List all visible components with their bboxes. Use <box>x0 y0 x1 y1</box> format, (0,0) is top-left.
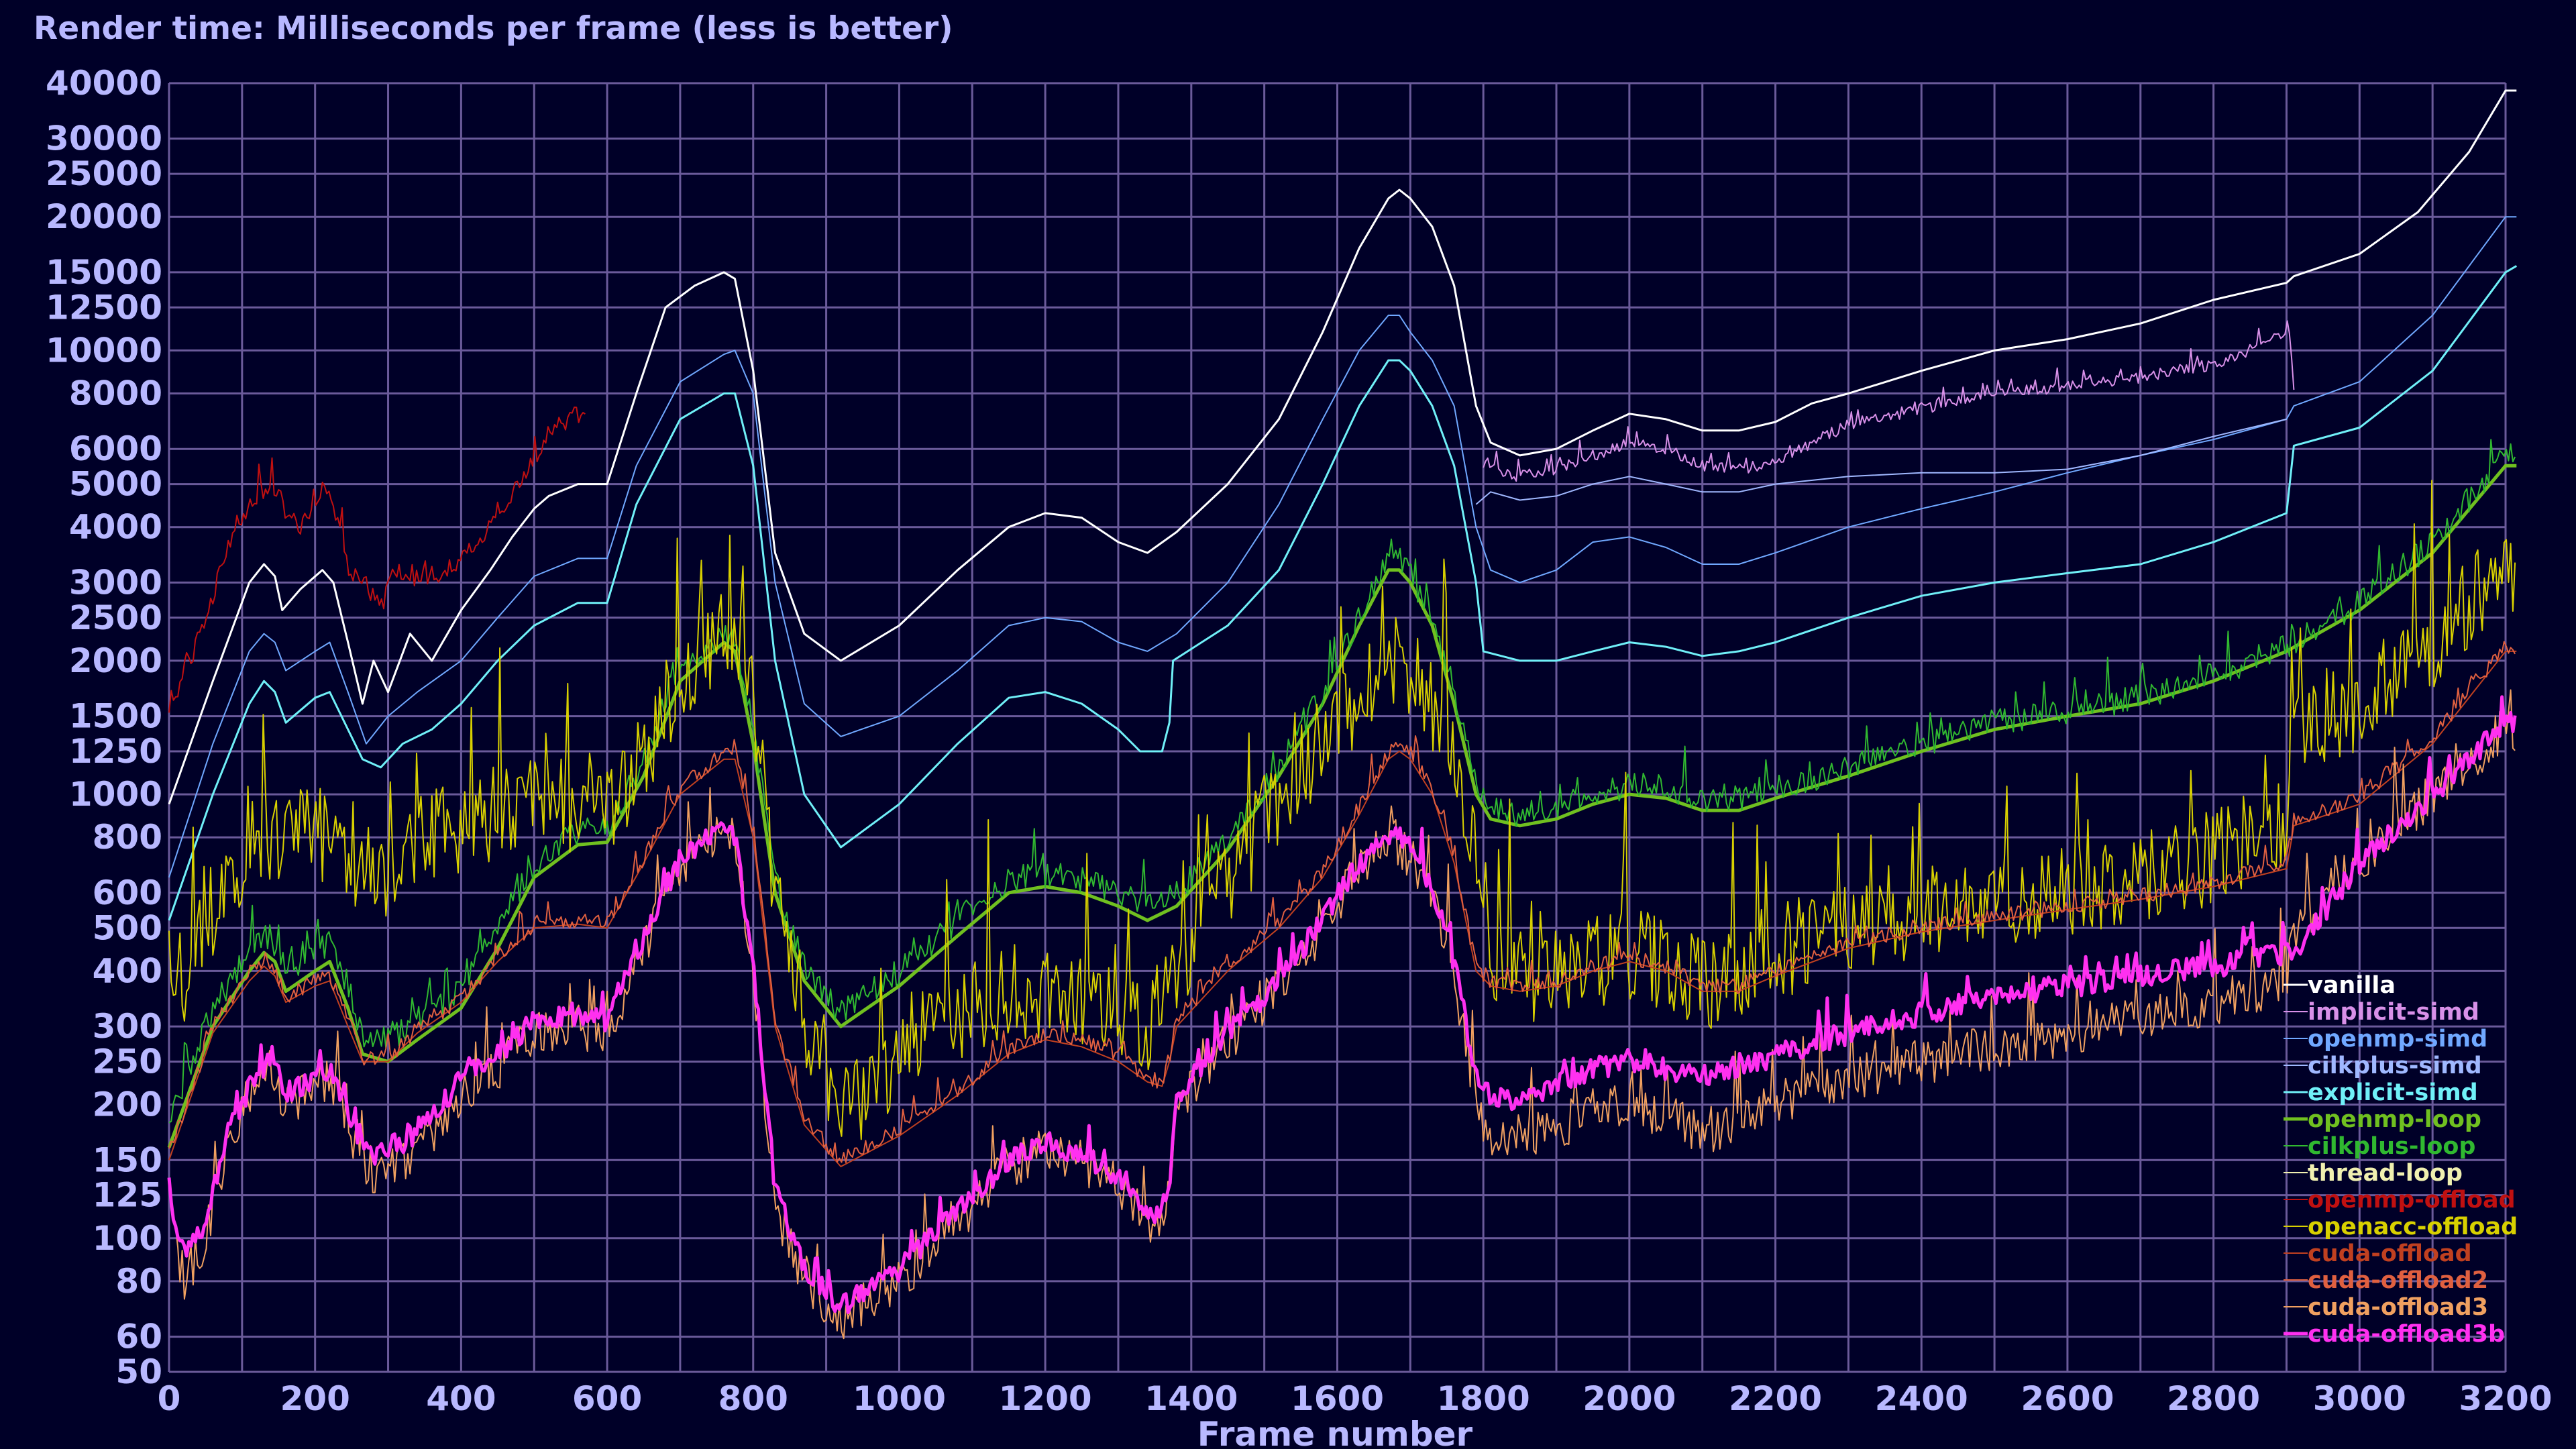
x-tick-label: 2800 <box>2167 1379 2260 1418</box>
y-tick-label: 100 <box>93 1219 162 1258</box>
x-tick-label: 400 <box>426 1379 496 1418</box>
legend-label: cuda-offload3 <box>2308 1294 2488 1321</box>
y-tick-label: 20000 <box>46 197 162 236</box>
y-tick-label: 8000 <box>69 374 162 413</box>
series-line-vanilla <box>168 89 2517 805</box>
legend-label: cilkplus-loop <box>2308 1133 2476 1160</box>
legend-label: cuda-offload3b <box>2308 1321 2505 1348</box>
y-tick-label: 300 <box>93 1007 162 1046</box>
x-tick-label: 200 <box>280 1379 350 1418</box>
series-line-openmp-offload <box>168 407 586 713</box>
y-tick-label: 400 <box>93 951 162 990</box>
y-tick-label: 2000 <box>69 641 162 680</box>
y-tick-label: 1500 <box>69 697 162 736</box>
y-tick-label: 15000 <box>46 253 162 292</box>
y-tick-label: 30000 <box>46 119 162 158</box>
x-tick-label: 2000 <box>1582 1379 1676 1418</box>
legend-label: cilkplus-simd <box>2308 1053 2482 1079</box>
y-tick-label: 6000 <box>69 429 162 468</box>
x-tick-label: 600 <box>572 1379 642 1418</box>
legend-label: openmp-simd <box>2308 1026 2487 1053</box>
series-line-openacc-offload <box>168 480 2516 1140</box>
series-lines <box>167 89 2518 1340</box>
y-tick-label: 2500 <box>69 598 162 637</box>
legend-label: vanilla <box>2308 972 2396 999</box>
series-line-implicit-simd <box>1483 320 2295 482</box>
x-tick-label: 1000 <box>853 1379 946 1418</box>
y-tick-label: 800 <box>93 818 162 857</box>
y-tick-label: 5000 <box>69 465 162 504</box>
x-tick-label: 1200 <box>999 1379 1092 1418</box>
series-line-explicit-simd <box>168 265 2518 921</box>
legend-label: explicit-simd <box>2308 1079 2478 1106</box>
y-tick-label: 150 <box>93 1140 162 1179</box>
series-line-openmp-simd <box>168 216 2517 878</box>
x-tick-label: 1600 <box>1291 1379 1384 1418</box>
y-tick-label: 60 <box>115 1318 162 1356</box>
legend-label: cuda-offload <box>2308 1240 2472 1267</box>
y-tick-label: 3000 <box>69 563 162 602</box>
x-tick-label: 1800 <box>1437 1379 1530 1418</box>
x-tick-label: 1400 <box>1144 1379 1238 1418</box>
series-line-cuda-offload2 <box>168 641 2516 1163</box>
y-tick-label: 1250 <box>69 732 162 771</box>
y-tick-label: 1000 <box>69 775 162 814</box>
series-line-cilkplus-simd <box>1475 418 2287 505</box>
axis-ticks: 5060801001251502002503004005006008001000… <box>46 64 2553 1418</box>
legend-label: openmp-offload <box>2308 1187 2516 1214</box>
chart-title: Render time: Milliseconds per frame (les… <box>34 10 953 47</box>
y-tick-label: 40000 <box>46 64 162 103</box>
y-tick-label: 50 <box>115 1352 162 1391</box>
legend-label: openmp-loop <box>2308 1106 2481 1133</box>
x-tick-label: 3200 <box>2459 1379 2552 1418</box>
legend-label: thread-loop <box>2308 1160 2463 1187</box>
y-tick-label: 12500 <box>46 288 162 327</box>
y-tick-label: 125 <box>93 1176 162 1215</box>
y-tick-label: 250 <box>93 1042 162 1081</box>
legend: vanillaimplicit-simdopenmp-simdcilkplus-… <box>2284 972 2518 1348</box>
series-line-cuda-offload3b <box>167 695 2517 1315</box>
x-axis-label: Frame number <box>1197 1415 1473 1449</box>
legend-label: cuda-offload2 <box>2308 1267 2488 1294</box>
x-tick-label: 3000 <box>2313 1379 2406 1418</box>
y-tick-label: 600 <box>93 873 162 912</box>
x-tick-label: 2600 <box>2021 1379 2114 1418</box>
y-tick-label: 4000 <box>69 508 162 547</box>
x-tick-label: 0 <box>158 1379 181 1418</box>
series-line-cuda-offload <box>168 650 2517 1167</box>
y-tick-label: 80 <box>115 1262 162 1301</box>
x-tick-label: 2200 <box>1729 1379 1822 1418</box>
legend-label: implicit-simd <box>2308 999 2479 1026</box>
y-tick-label: 500 <box>93 908 162 947</box>
y-tick-label: 200 <box>93 1085 162 1124</box>
x-tick-label: 2400 <box>1875 1379 1968 1418</box>
legend-label: openacc-offload <box>2308 1214 2518 1240</box>
y-tick-label: 25000 <box>46 154 162 193</box>
x-tick-label: 800 <box>718 1379 788 1418</box>
y-tick-label: 10000 <box>46 331 162 370</box>
